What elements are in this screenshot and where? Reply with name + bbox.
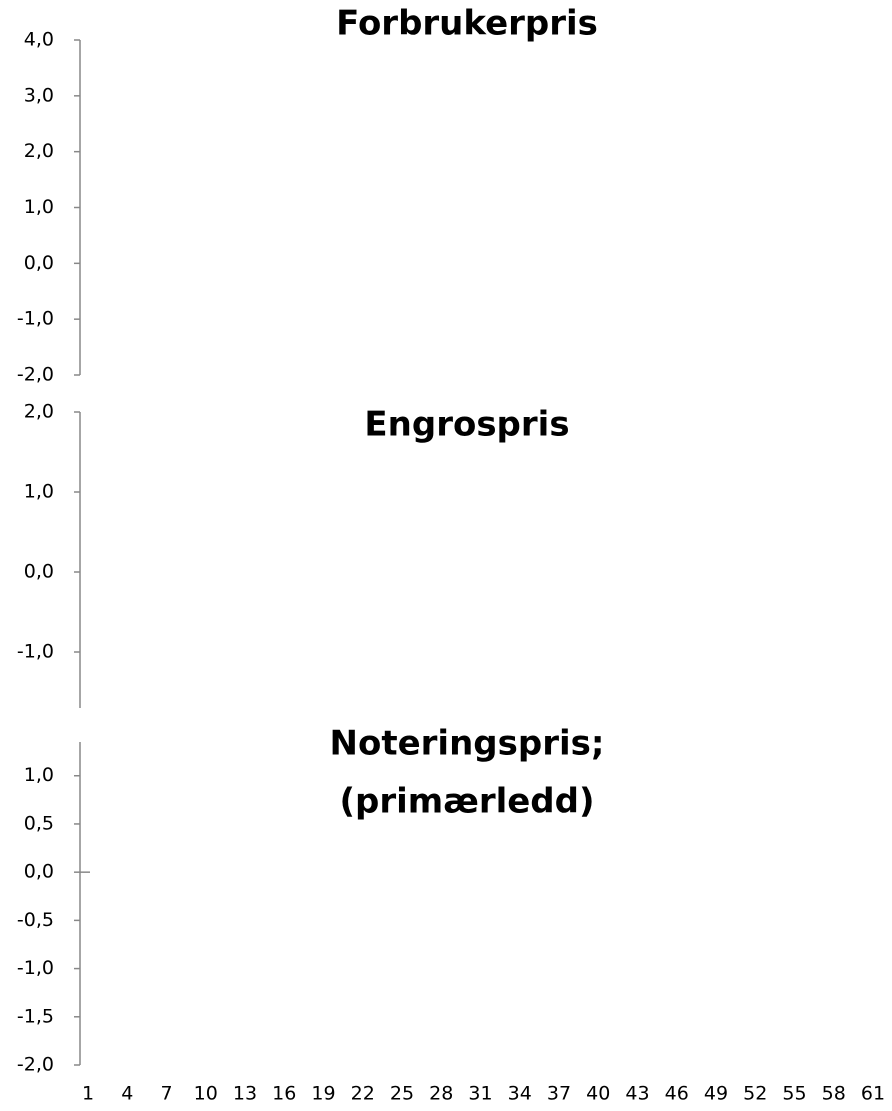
x-tick-label: 58 <box>822 1083 846 1105</box>
x-tick-label: 43 <box>625 1083 649 1105</box>
y-tick-label: 1,0 <box>24 196 54 218</box>
chart-title: Noteringspris; <box>330 724 605 764</box>
y-tick-label: -1,5 <box>17 1005 54 1027</box>
y-tick-label: -1,0 <box>17 641 54 663</box>
y-tick-label: -0,5 <box>17 909 54 931</box>
x-tick-label: 10 <box>194 1083 218 1105</box>
y-tick-label: -2,0 <box>17 364 54 386</box>
chart-title: Engrospris <box>364 405 569 445</box>
x-tick-label: 31 <box>468 1083 492 1105</box>
x-tick-label: 61 <box>861 1083 885 1105</box>
x-tick-label: 34 <box>508 1083 532 1105</box>
x-tick-label: 4 <box>121 1083 133 1105</box>
x-tick-label: 25 <box>390 1083 414 1105</box>
chart-title: Forbrukerpris <box>336 4 598 44</box>
x-tick-label: 7 <box>160 1083 172 1105</box>
y-tick-label: 1,0 <box>24 481 54 503</box>
chart-title: (primærledd) <box>339 782 594 822</box>
x-tick-label: 1 <box>82 1083 94 1105</box>
y-tick-label: 0,5 <box>24 812 54 834</box>
y-tick-label: 0,0 <box>24 861 54 883</box>
y-tick-label: 1,0 <box>24 764 54 786</box>
x-tick-label: 46 <box>665 1083 689 1105</box>
y-tick-label: 4,0 <box>24 29 54 51</box>
x-tick-label: 37 <box>547 1083 571 1105</box>
y-tick-label: 0,0 <box>24 561 54 583</box>
x-tick-label: 16 <box>272 1083 296 1105</box>
x-tick-label: 28 <box>429 1083 453 1105</box>
y-tick-label: -1,0 <box>17 308 54 330</box>
x-tick-label: 40 <box>586 1083 610 1105</box>
x-tick-label: 13 <box>233 1083 257 1105</box>
y-tick-label: 3,0 <box>24 84 54 106</box>
y-tick-label: -2,0 <box>17 1054 54 1076</box>
x-tick-label: 52 <box>743 1083 767 1105</box>
x-tick-label: 19 <box>311 1083 335 1105</box>
x-tick-label: 49 <box>704 1083 728 1105</box>
x-tick-label: 55 <box>782 1083 806 1105</box>
y-tick-label: 2,0 <box>24 401 54 423</box>
y-tick-label: 0,0 <box>24 252 54 274</box>
x-tick-label: 22 <box>351 1083 375 1105</box>
y-tick-label: -1,0 <box>17 957 54 979</box>
y-tick-label: 2,0 <box>24 140 54 162</box>
